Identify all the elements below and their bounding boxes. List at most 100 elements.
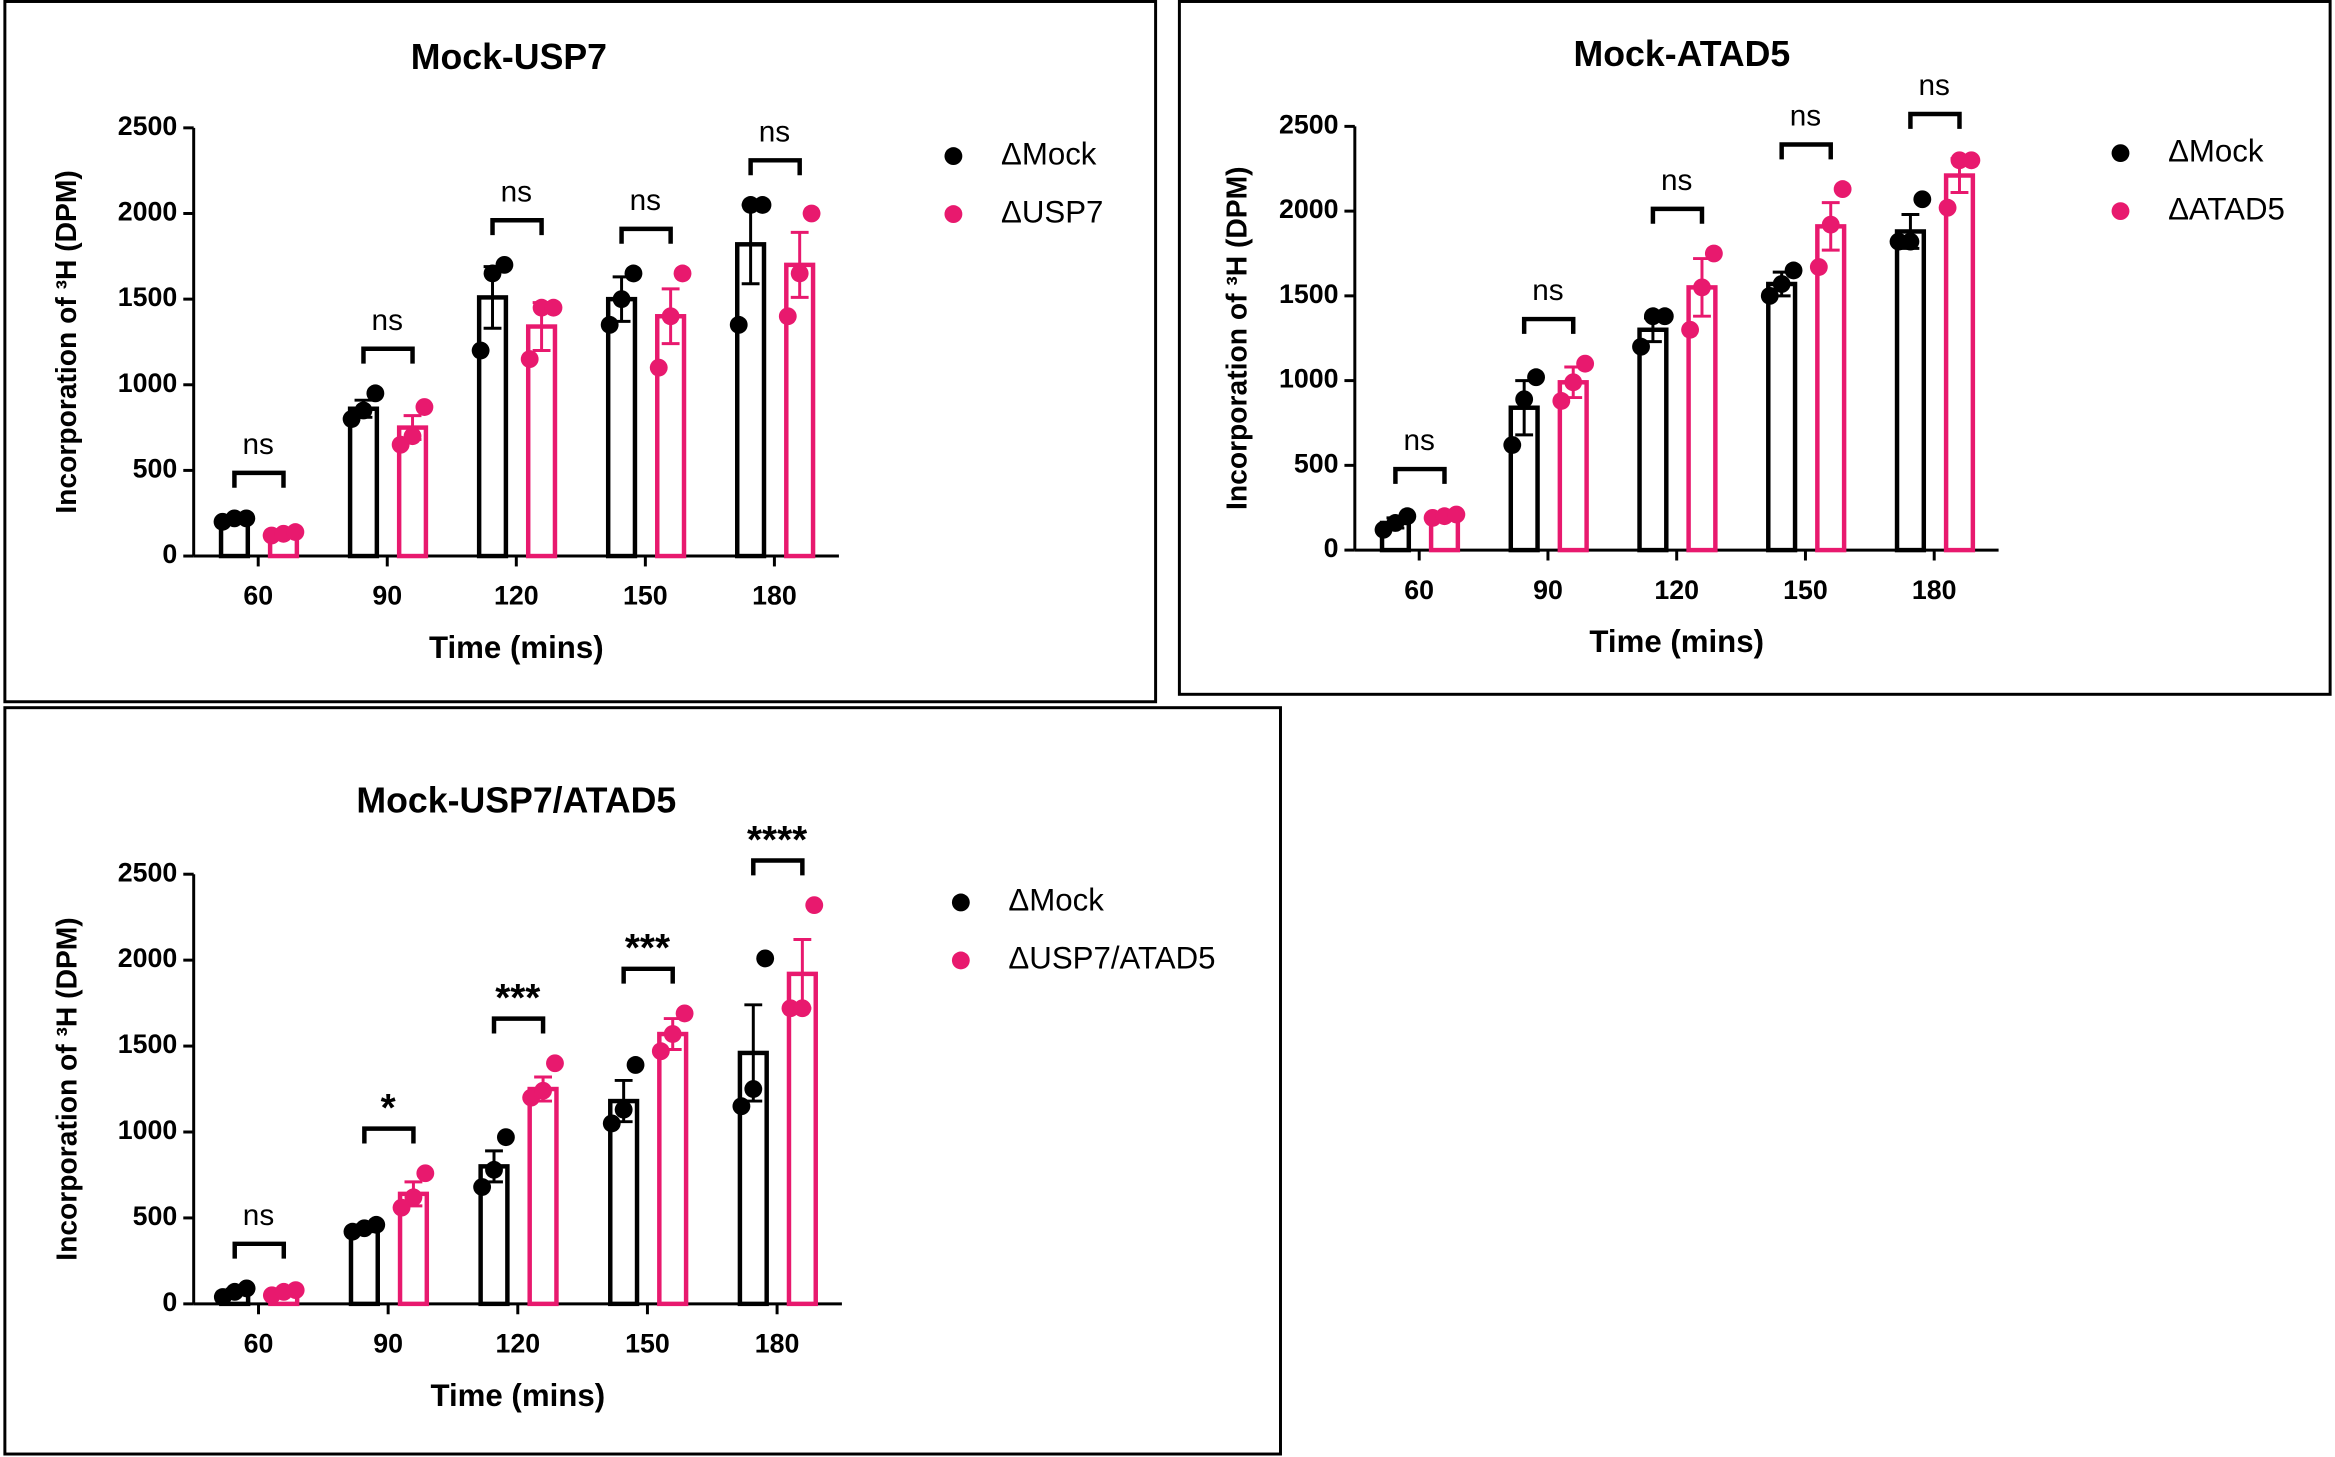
x-tick-label: 90 bbox=[372, 581, 402, 611]
significance-label: ns bbox=[1532, 274, 1563, 307]
y-axis-label: Incorporation of ³H (DPM) bbox=[50, 170, 82, 513]
data-point bbox=[732, 1097, 751, 1116]
bar bbox=[605, 296, 638, 559]
y-tick-label: 1000 bbox=[1279, 364, 1339, 394]
significance-label: *** bbox=[495, 977, 540, 1020]
legend-label: ΔMock bbox=[1008, 883, 1104, 918]
y-tick-label: 1000 bbox=[118, 1115, 178, 1145]
x-tick-label: 150 bbox=[625, 1329, 670, 1359]
y-tick-label: 2000 bbox=[1279, 194, 1339, 224]
x-tick-label: 180 bbox=[1912, 575, 1957, 605]
data-point bbox=[544, 298, 563, 317]
y-tick-label: 1000 bbox=[118, 368, 178, 398]
data-point bbox=[1760, 286, 1779, 305]
data-point bbox=[1962, 151, 1981, 170]
y-tick-label: 2500 bbox=[1279, 109, 1339, 139]
significance-bracket bbox=[361, 346, 415, 364]
significance-bracket bbox=[1650, 206, 1705, 224]
data-point bbox=[496, 1128, 515, 1147]
data-point bbox=[1503, 436, 1522, 454]
data-point bbox=[744, 1080, 763, 1098]
data-point bbox=[404, 1188, 423, 1207]
significance-bracket bbox=[619, 226, 673, 244]
data-point bbox=[1938, 198, 1957, 217]
y-axis-label: Incorporation of ³H (DPM) bbox=[50, 917, 82, 1260]
data-point bbox=[778, 307, 797, 326]
y-tick-label: 2500 bbox=[118, 857, 178, 887]
data-point bbox=[416, 1164, 435, 1183]
x-axis-label: Time (mins) bbox=[429, 630, 604, 665]
data-point bbox=[546, 1054, 564, 1073]
legend-marker bbox=[944, 147, 963, 166]
legend-marker bbox=[951, 951, 970, 970]
data-point bbox=[1833, 180, 1852, 199]
y-tick-label: 0 bbox=[162, 1287, 177, 1317]
data-point bbox=[1398, 507, 1417, 526]
data-point bbox=[612, 290, 631, 309]
legend-label: ΔUSP7/ATAD5 bbox=[1008, 941, 1215, 976]
significance-label: ns bbox=[372, 304, 403, 337]
significance-label: ns bbox=[1661, 164, 1692, 197]
data-point bbox=[1552, 392, 1571, 410]
data-point bbox=[1913, 190, 1932, 209]
x-tick-label: 90 bbox=[1533, 575, 1563, 605]
data-point bbox=[1632, 337, 1650, 356]
bar bbox=[1766, 281, 1798, 553]
panel-frame bbox=[3, 0, 1158, 704]
data-point bbox=[1901, 232, 1920, 251]
bar bbox=[786, 971, 818, 1307]
bar bbox=[1894, 229, 1927, 553]
data-point bbox=[1576, 354, 1595, 373]
significance-label: ns bbox=[630, 184, 661, 217]
panel-frame bbox=[3, 706, 1282, 1456]
x-axis-label: Time (mins) bbox=[1589, 624, 1764, 659]
bar bbox=[476, 295, 509, 559]
bar bbox=[1943, 173, 1976, 553]
legend-marker bbox=[951, 893, 970, 912]
data-point bbox=[753, 196, 772, 214]
data-point bbox=[473, 1178, 492, 1196]
data-point bbox=[729, 315, 748, 334]
data-point bbox=[354, 401, 373, 420]
data-point bbox=[495, 255, 514, 274]
y-tick-label: 2500 bbox=[118, 111, 178, 141]
significance-bracket bbox=[748, 158, 802, 176]
significance-bracket bbox=[1393, 466, 1447, 484]
data-point bbox=[392, 1198, 411, 1217]
x-axis-label: Time (mins) bbox=[430, 1378, 605, 1413]
x-tick-label: 150 bbox=[1783, 575, 1828, 605]
significance-bracket bbox=[362, 1126, 416, 1144]
data-point bbox=[286, 1281, 305, 1300]
data-point bbox=[805, 896, 824, 915]
significance-label: ns bbox=[243, 428, 274, 461]
data-point bbox=[534, 1081, 552, 1100]
data-point bbox=[651, 1042, 670, 1061]
y-tick-label: 500 bbox=[133, 1201, 178, 1231]
x-tick-label: 120 bbox=[495, 1329, 540, 1359]
significance-bracket bbox=[621, 966, 675, 984]
significance-label: ns bbox=[759, 115, 790, 148]
legend-label: ΔMock bbox=[1001, 136, 1097, 171]
data-point bbox=[626, 1056, 645, 1074]
data-point bbox=[675, 1004, 694, 1023]
significance-bracket bbox=[1521, 316, 1576, 334]
significance-bracket bbox=[232, 470, 286, 488]
data-point bbox=[663, 1025, 682, 1043]
x-tick-label: 60 bbox=[1404, 575, 1434, 605]
significance-bracket bbox=[1908, 111, 1962, 129]
significance-bracket bbox=[490, 218, 544, 236]
data-point bbox=[661, 307, 680, 326]
x-tick-label: 180 bbox=[752, 581, 797, 611]
legend-label: ΔUSP7 bbox=[1001, 194, 1103, 229]
data-point bbox=[1515, 390, 1534, 409]
data-point bbox=[471, 341, 490, 360]
x-tick-label: 180 bbox=[755, 1329, 800, 1359]
legend-label: ΔMock bbox=[2168, 133, 2264, 168]
significance-label: ns bbox=[1919, 69, 1950, 102]
y-tick-label: 500 bbox=[1294, 448, 1339, 478]
x-tick-label: 60 bbox=[243, 581, 273, 611]
y-tick-label: 2000 bbox=[118, 197, 178, 227]
data-point bbox=[485, 1160, 503, 1179]
data-point bbox=[1693, 278, 1711, 297]
